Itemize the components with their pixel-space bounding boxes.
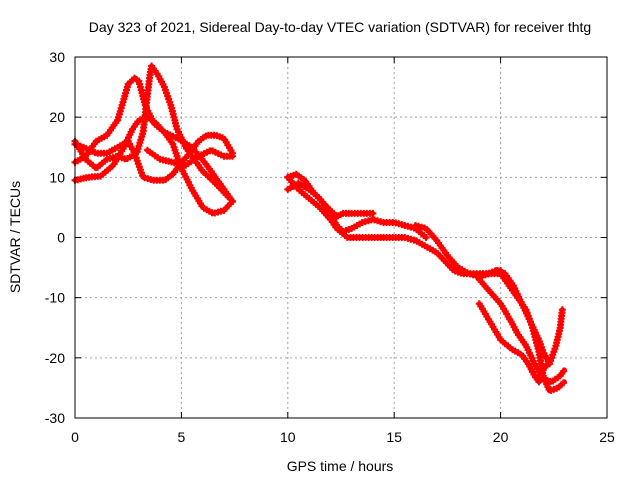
chart-title: Day 323 of 2021, Sidereal Day-to-day VTE… [89,19,591,35]
data-point [369,209,377,217]
data-point [560,367,568,375]
x-tick-label: 15 [386,429,402,445]
data-point [422,234,430,241]
x-tick-label: 0 [71,429,79,445]
y-tick-label: 0 [57,230,65,246]
plot-frame [74,56,608,419]
y-tick-label: 20 [49,109,65,125]
y-tick-label: 30 [49,49,65,65]
series-band [72,114,235,204]
y-tick-label: 10 [49,169,65,185]
x-tick-label: 20 [493,429,509,445]
series-band [72,75,235,216]
data-point [558,306,566,314]
tick-labels: 0 5 10 15 20 25 -30 -20 -10 0 10 20 30 [45,49,615,445]
series-arc-12 [475,300,551,386]
x-tick-label: 10 [280,429,296,445]
series-arc-10 [475,276,568,385]
x-tick-label: 5 [178,429,186,445]
series-arc-5 [143,146,236,169]
series-arc-3 [71,131,236,184]
y-tick-label: -20 [45,350,65,366]
series-band [285,174,504,277]
series-arc-2 [71,74,236,217]
y-tick-label: -10 [45,290,65,306]
data-series [71,62,568,394]
data-point [229,152,236,160]
series-arc-8 [284,173,505,278]
data-point [559,379,567,387]
x-tick-label: 25 [599,429,615,445]
y-tick-label: -30 [45,410,65,426]
x-axis-label: GPS time / hours [287,458,394,474]
y-axis-label: SDTVAR / TECUs [7,181,23,293]
data-point [229,197,236,205]
series-arc-1 [71,114,236,205]
series-arc-11 [492,267,566,368]
data-point [543,361,551,369]
